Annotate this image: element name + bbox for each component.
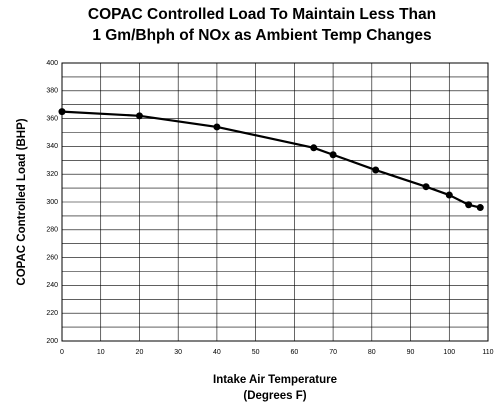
data-point <box>476 204 484 212</box>
y-tick-label: 200 <box>46 338 58 345</box>
data-point <box>445 191 453 199</box>
data-point <box>422 183 430 191</box>
y-axis-label: COPAC Controlled Load (BHP) <box>16 118 28 285</box>
data-line <box>61 110 481 209</box>
x-tick-label: 30 <box>174 349 182 356</box>
data-point <box>310 144 318 152</box>
data-point <box>329 151 337 159</box>
x-tick-label: 100 <box>443 349 455 356</box>
x-tick-label: 20 <box>136 349 144 356</box>
data-point <box>372 166 380 174</box>
x-tick-label: 80 <box>368 349 376 356</box>
y-tick-label: 340 <box>46 143 58 150</box>
data-point <box>465 201 473 209</box>
y-tick-label: 280 <box>46 227 58 234</box>
x-axis-label: (Degrees F) <box>243 390 306 402</box>
x-tick-label: 90 <box>407 349 415 356</box>
y-tick-label: 300 <box>46 199 58 206</box>
chart-title: 1 Gm/Bhph of NOx as Ambient Temp Changes <box>92 27 431 44</box>
x-tick-label: 60 <box>290 349 298 356</box>
x-axis-label: Intake Air Temperature <box>213 374 337 386</box>
y-tick-label: 380 <box>46 88 58 95</box>
x-tick-label: 10 <box>97 349 105 356</box>
x-tick-label: 40 <box>213 349 221 356</box>
x-tick-label: 110 <box>482 349 493 356</box>
x-tick-label: 70 <box>329 349 337 356</box>
x-tick-label: 0 <box>60 349 64 356</box>
x-tick-label: 50 <box>252 349 260 356</box>
data-point <box>135 112 143 120</box>
y-tick-label: 320 <box>46 171 58 178</box>
data-point <box>213 123 221 131</box>
y-tick-label: 360 <box>46 115 58 122</box>
chart-title: COPAC Controlled Load To Maintain Less T… <box>88 6 436 23</box>
y-tick-label: 240 <box>46 282 58 289</box>
y-tick-label: 400 <box>46 60 58 67</box>
y-tick-label: 260 <box>46 254 58 261</box>
data-point <box>58 108 66 116</box>
y-tick-label: 220 <box>46 310 58 317</box>
